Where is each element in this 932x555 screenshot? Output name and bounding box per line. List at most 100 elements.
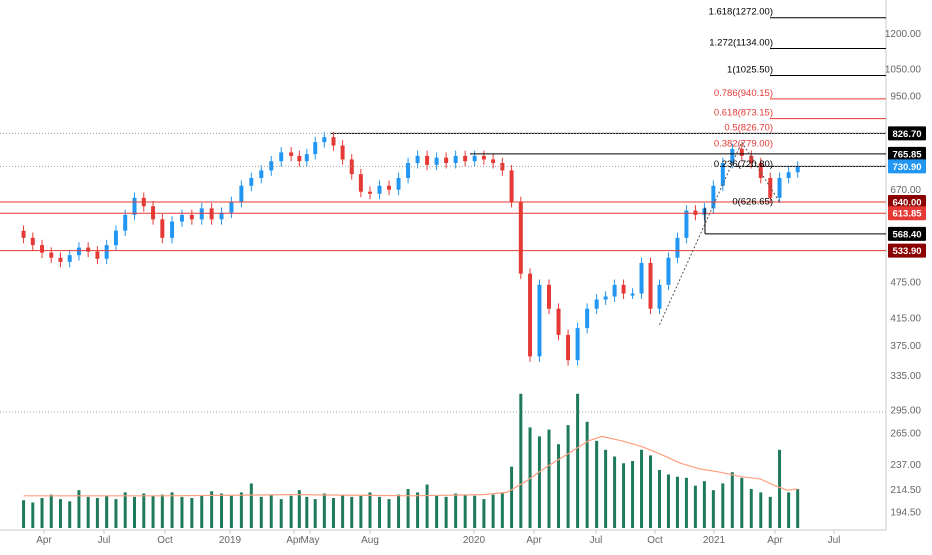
price-badge: [888, 146, 926, 161]
volume-bar: [675, 476, 679, 528]
candle-body: [76, 247, 81, 256]
candle-body: [67, 255, 72, 262]
volume-bar: [425, 484, 429, 528]
candle-body: [358, 174, 363, 192]
candle-body: [711, 185, 716, 209]
candle-body: [132, 197, 137, 215]
candle-body: [739, 148, 744, 156]
candle-body: [612, 284, 617, 297]
volume-bar: [444, 496, 448, 528]
candle-layer: [21, 131, 800, 366]
volume-bar: [585, 421, 589, 528]
candle-body: [749, 155, 754, 164]
volume-bar: [22, 500, 26, 528]
volume-bar: [604, 449, 608, 528]
price-tick-label: 375.00: [890, 341, 921, 352]
price-tick-label: 237.00: [890, 460, 921, 471]
candle-body: [702, 208, 707, 215]
candle-body: [603, 296, 608, 300]
volume-bar: [796, 489, 800, 528]
candle-body: [453, 155, 458, 164]
volume-bar: [684, 477, 688, 528]
volume-bar: [49, 494, 53, 528]
volume-bar: [160, 494, 164, 528]
candle-body: [415, 155, 420, 164]
candle-body: [249, 177, 254, 186]
price-badge-label: 568.40: [892, 229, 921, 240]
candle-body: [304, 154, 309, 162]
candle-body: [575, 328, 580, 361]
candle-body: [648, 262, 653, 309]
candle-body: [463, 155, 468, 162]
price-badge: [888, 126, 926, 141]
volume-bar: [649, 455, 653, 528]
volume-bar: [151, 495, 155, 528]
candle-body: [472, 155, 477, 162]
fib-level-label: 0.382(779.00): [714, 138, 773, 149]
volume-bar: [482, 499, 486, 528]
candle-body: [368, 191, 372, 194]
volume-bar: [259, 496, 263, 528]
volume-bar: [31, 502, 35, 528]
candle-body: [289, 152, 294, 156]
price-tick-label: 1050.00: [885, 65, 922, 76]
fib-level-label: 1(1025.50): [727, 64, 773, 75]
time-tick-label: 2021: [703, 535, 726, 546]
volume-bar: [297, 490, 301, 528]
candle-body: [279, 152, 284, 162]
price-badge: [888, 243, 926, 258]
candle-body: [40, 245, 45, 253]
volume-bar: [778, 449, 782, 528]
candle-body: [758, 163, 763, 178]
candle-body: [199, 208, 204, 220]
volume-bar: [200, 495, 204, 528]
candle-body: [123, 214, 128, 231]
candle-body: [229, 202, 234, 213]
price-badge-label: 533.90: [892, 246, 921, 257]
volume-bar: [368, 492, 372, 528]
time-tick-label: Aug: [361, 535, 379, 546]
volume-bar: [454, 493, 458, 528]
volume-bar: [749, 489, 753, 528]
volume-bar: [105, 495, 109, 528]
volume-bar: [331, 497, 335, 528]
candle-body: [425, 155, 430, 165]
candle-body: [49, 252, 54, 258]
price-tick-label: 194.50: [890, 508, 921, 519]
volume-ma-line: [23, 435, 798, 497]
volume-bar: [693, 485, 697, 528]
fib-labels: 1.618(1272.00) 1.272(1134.00) 1(1025.50) 0.…: [709, 7, 773, 208]
price-badge: [888, 206, 926, 221]
fib-level-label: 0.618(873.15): [714, 108, 773, 119]
candle-body: [30, 237, 35, 246]
time-tick-label: Jul: [590, 535, 603, 546]
price-tick-label: 214.50: [890, 485, 921, 496]
volume-bar: [133, 496, 136, 528]
price-badge-label: 826.70: [892, 129, 921, 140]
candle-body: [795, 166, 800, 173]
price-badge: [888, 195, 926, 209]
candle-body: [86, 247, 91, 252]
candle-body: [21, 230, 26, 238]
candle-body: [387, 185, 392, 190]
candle-body: [434, 157, 439, 165]
volume-bar: [666, 474, 670, 528]
candle-body: [322, 137, 327, 143]
volume-bar: [631, 461, 635, 528]
candle-body: [444, 157, 449, 164]
volume-bar: [576, 393, 580, 528]
candle-body: [594, 299, 599, 309]
volume-bar: [58, 499, 62, 528]
volume-bar: [657, 469, 661, 528]
price-axis[interactable]: 1200.00 1050.00 950.00 670.00 475.00 415.00 37…: [885, 29, 922, 519]
volume-bar: [322, 493, 326, 528]
volume-bar: [68, 501, 72, 528]
volume-bar: [350, 496, 354, 528]
volume-bar: [220, 493, 224, 528]
volume-bar: [528, 427, 532, 528]
price-badge-label: 613.85: [892, 209, 922, 220]
